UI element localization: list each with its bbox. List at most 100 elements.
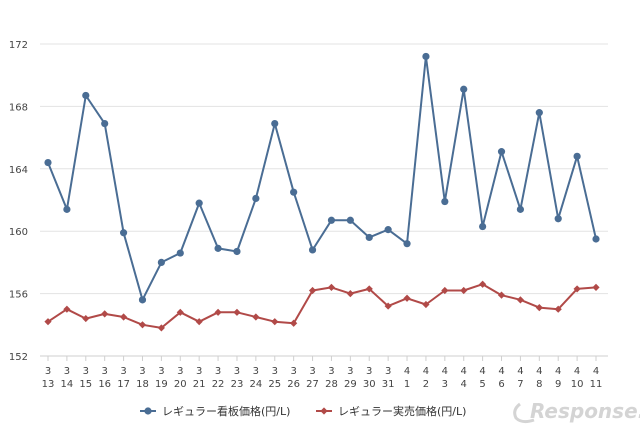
x-tick-label-month: 3 [328,366,334,377]
data-point [441,197,449,206]
x-tick-label-month: 3 [120,366,126,377]
data-point [403,240,411,248]
x-tick-label-day: 31 [382,379,395,390]
data-point [214,308,222,316]
data-point [460,85,468,93]
x-tick-label-day: 17 [117,379,130,390]
x-tick-label-month: 4 [442,366,448,377]
data-point [535,304,543,312]
x-tick-label-month: 3 [83,366,89,377]
x-tick-label-month: 3 [158,366,164,377]
x-tick-label-month: 3 [385,366,391,377]
x-tick-label-day: 20 [174,379,187,390]
legend-label-1: レギュラー看板価格(円/L) [162,404,290,418]
x-tick-label-day: 14 [61,379,74,390]
x-tick-label-day: 15 [79,379,92,390]
x-tick-label-day: 13 [42,379,55,390]
x-tick-label-month: 4 [498,366,504,377]
data-point [119,313,128,321]
data-point [365,233,373,242]
data-point [44,318,52,326]
data-point [479,222,487,231]
x-tick-label-month: 4 [574,366,580,377]
x-tick-label-day: 22 [212,379,225,390]
data-point [384,302,392,310]
data-point [346,290,354,298]
x-tick-label-day: 1 [404,379,410,390]
y-tick-label: 160 [9,227,28,238]
data-point [271,119,279,128]
x-tick-label-day: 7 [517,379,523,390]
x-tick-label-day: 3 [442,379,448,390]
data-point [441,286,449,295]
data-point [233,247,241,256]
data-point [101,310,109,318]
x-tick-label-day: 27 [306,379,319,390]
x-tick-label-month: 3 [139,366,145,377]
x-tick-label-day: 26 [287,379,300,390]
x-tick-label-day: 24 [249,379,262,390]
data-point [252,313,260,321]
data-point [327,216,336,224]
data-point [422,300,430,309]
x-tick-label-month: 4 [593,366,599,377]
x-tick-label-month: 3 [253,366,259,377]
data-point [176,308,184,316]
watermark-text: Response. [530,399,640,423]
data-point [101,119,109,128]
x-tick-label-day: 5 [479,379,485,390]
y-tick-label: 164 [9,165,28,176]
x-tick-label-month: 3 [234,366,240,377]
data-point [119,229,128,237]
data-point [365,285,373,293]
x-tick-label-day: 8 [536,379,542,390]
legend-label-2: レギュラー実売価格(円/L) [338,404,466,418]
x-tick-label-month: 3 [177,366,183,377]
y-tick-label: 152 [9,352,28,363]
data-point [327,283,336,291]
x-tick-label-day: 25 [268,379,281,390]
data-point [592,235,600,243]
data-point [497,291,506,299]
data-point [554,215,562,223]
data-point [138,321,147,329]
x-tick-label-day: 19 [155,379,168,390]
data-point [157,258,165,266]
data-point [233,308,241,316]
x-tick-label-month: 4 [555,366,561,377]
x-tick-label-day: 10 [571,379,584,390]
data-point [82,91,90,100]
data-point [479,280,487,288]
x-tick-label-month: 3 [45,366,51,377]
x-tick-label-month: 4 [536,366,542,377]
data-point [195,199,203,207]
x-tick-label-month: 4 [423,366,429,377]
data-point [403,294,411,302]
series-group [44,52,600,332]
legend: レギュラー看板価格(円/L) レギュラー実売価格(円/L) [140,404,466,418]
y-tick-label: 168 [9,102,28,113]
x-tick-label-month: 3 [290,366,296,377]
x-tick-label-day: 30 [363,379,376,390]
x-tick-label-day: 6 [498,379,504,390]
legend-swatch-marker [144,407,152,415]
x-tick-label-day: 18 [136,379,149,390]
data-point [516,205,525,213]
data-point [176,249,184,257]
x-tick-label-month: 4 [404,366,410,377]
data-point [460,286,468,295]
series-line-1 [47,55,597,301]
x-tick-label-month: 3 [309,366,315,377]
x-tick-label-day: 23 [231,379,244,390]
x-tick-label-day: 16 [98,379,111,390]
y-tick-label: 156 [9,290,28,301]
data-point [573,285,581,293]
x-tick-label-day: 28 [325,379,338,390]
x-tick-label-month: 3 [102,366,108,377]
x-tick-label-month: 4 [479,366,485,377]
data-point [44,158,52,167]
data-point [63,205,71,213]
x-axis-ticks: 3133143153163173183193203213223233243253… [42,356,602,390]
data-point [535,109,543,117]
